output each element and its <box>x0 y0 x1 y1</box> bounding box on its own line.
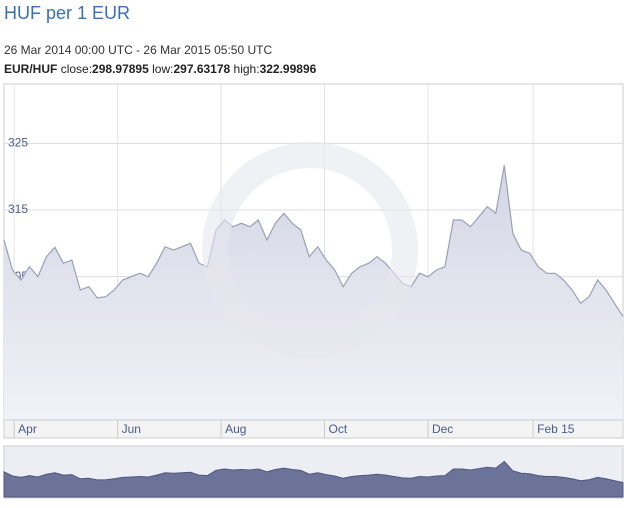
low: 297.63178 <box>173 62 230 76</box>
x-tick-label: Aug <box>225 422 246 436</box>
navigator-area <box>3 460 624 498</box>
summary: EUR/HUF close:298.97895 low:297.63178 hi… <box>4 62 317 76</box>
high: 322.99896 <box>260 62 317 76</box>
plot: 285295305315325 <box>3 136 624 420</box>
close-label: close: <box>61 62 92 76</box>
pair: EUR/HUF <box>4 62 57 76</box>
x-tick-label: Apr <box>18 422 37 436</box>
high-label: high: <box>234 62 260 76</box>
close: 298.97895 <box>92 62 149 76</box>
x-tick-label: Jun <box>122 422 141 436</box>
x-tick-label: Feb 15 <box>537 422 575 436</box>
y-tick-label: 325 <box>8 136 28 150</box>
area <box>4 165 623 420</box>
x-tick-label: Oct <box>329 422 348 436</box>
navigator-series <box>3 460 624 498</box>
subtitle: 26 Mar 2014 00:00 UTC - 26 Mar 2015 05:5… <box>4 43 272 57</box>
low-label: low: <box>152 62 173 76</box>
y-tick-label: 315 <box>8 202 28 216</box>
x-axis-band <box>3 419 624 439</box>
watermark <box>202 142 418 358</box>
x-tick-label: Dec <box>432 422 453 436</box>
chart-title: HUF per 1 EUR <box>4 3 130 23</box>
line <box>3 165 624 318</box>
